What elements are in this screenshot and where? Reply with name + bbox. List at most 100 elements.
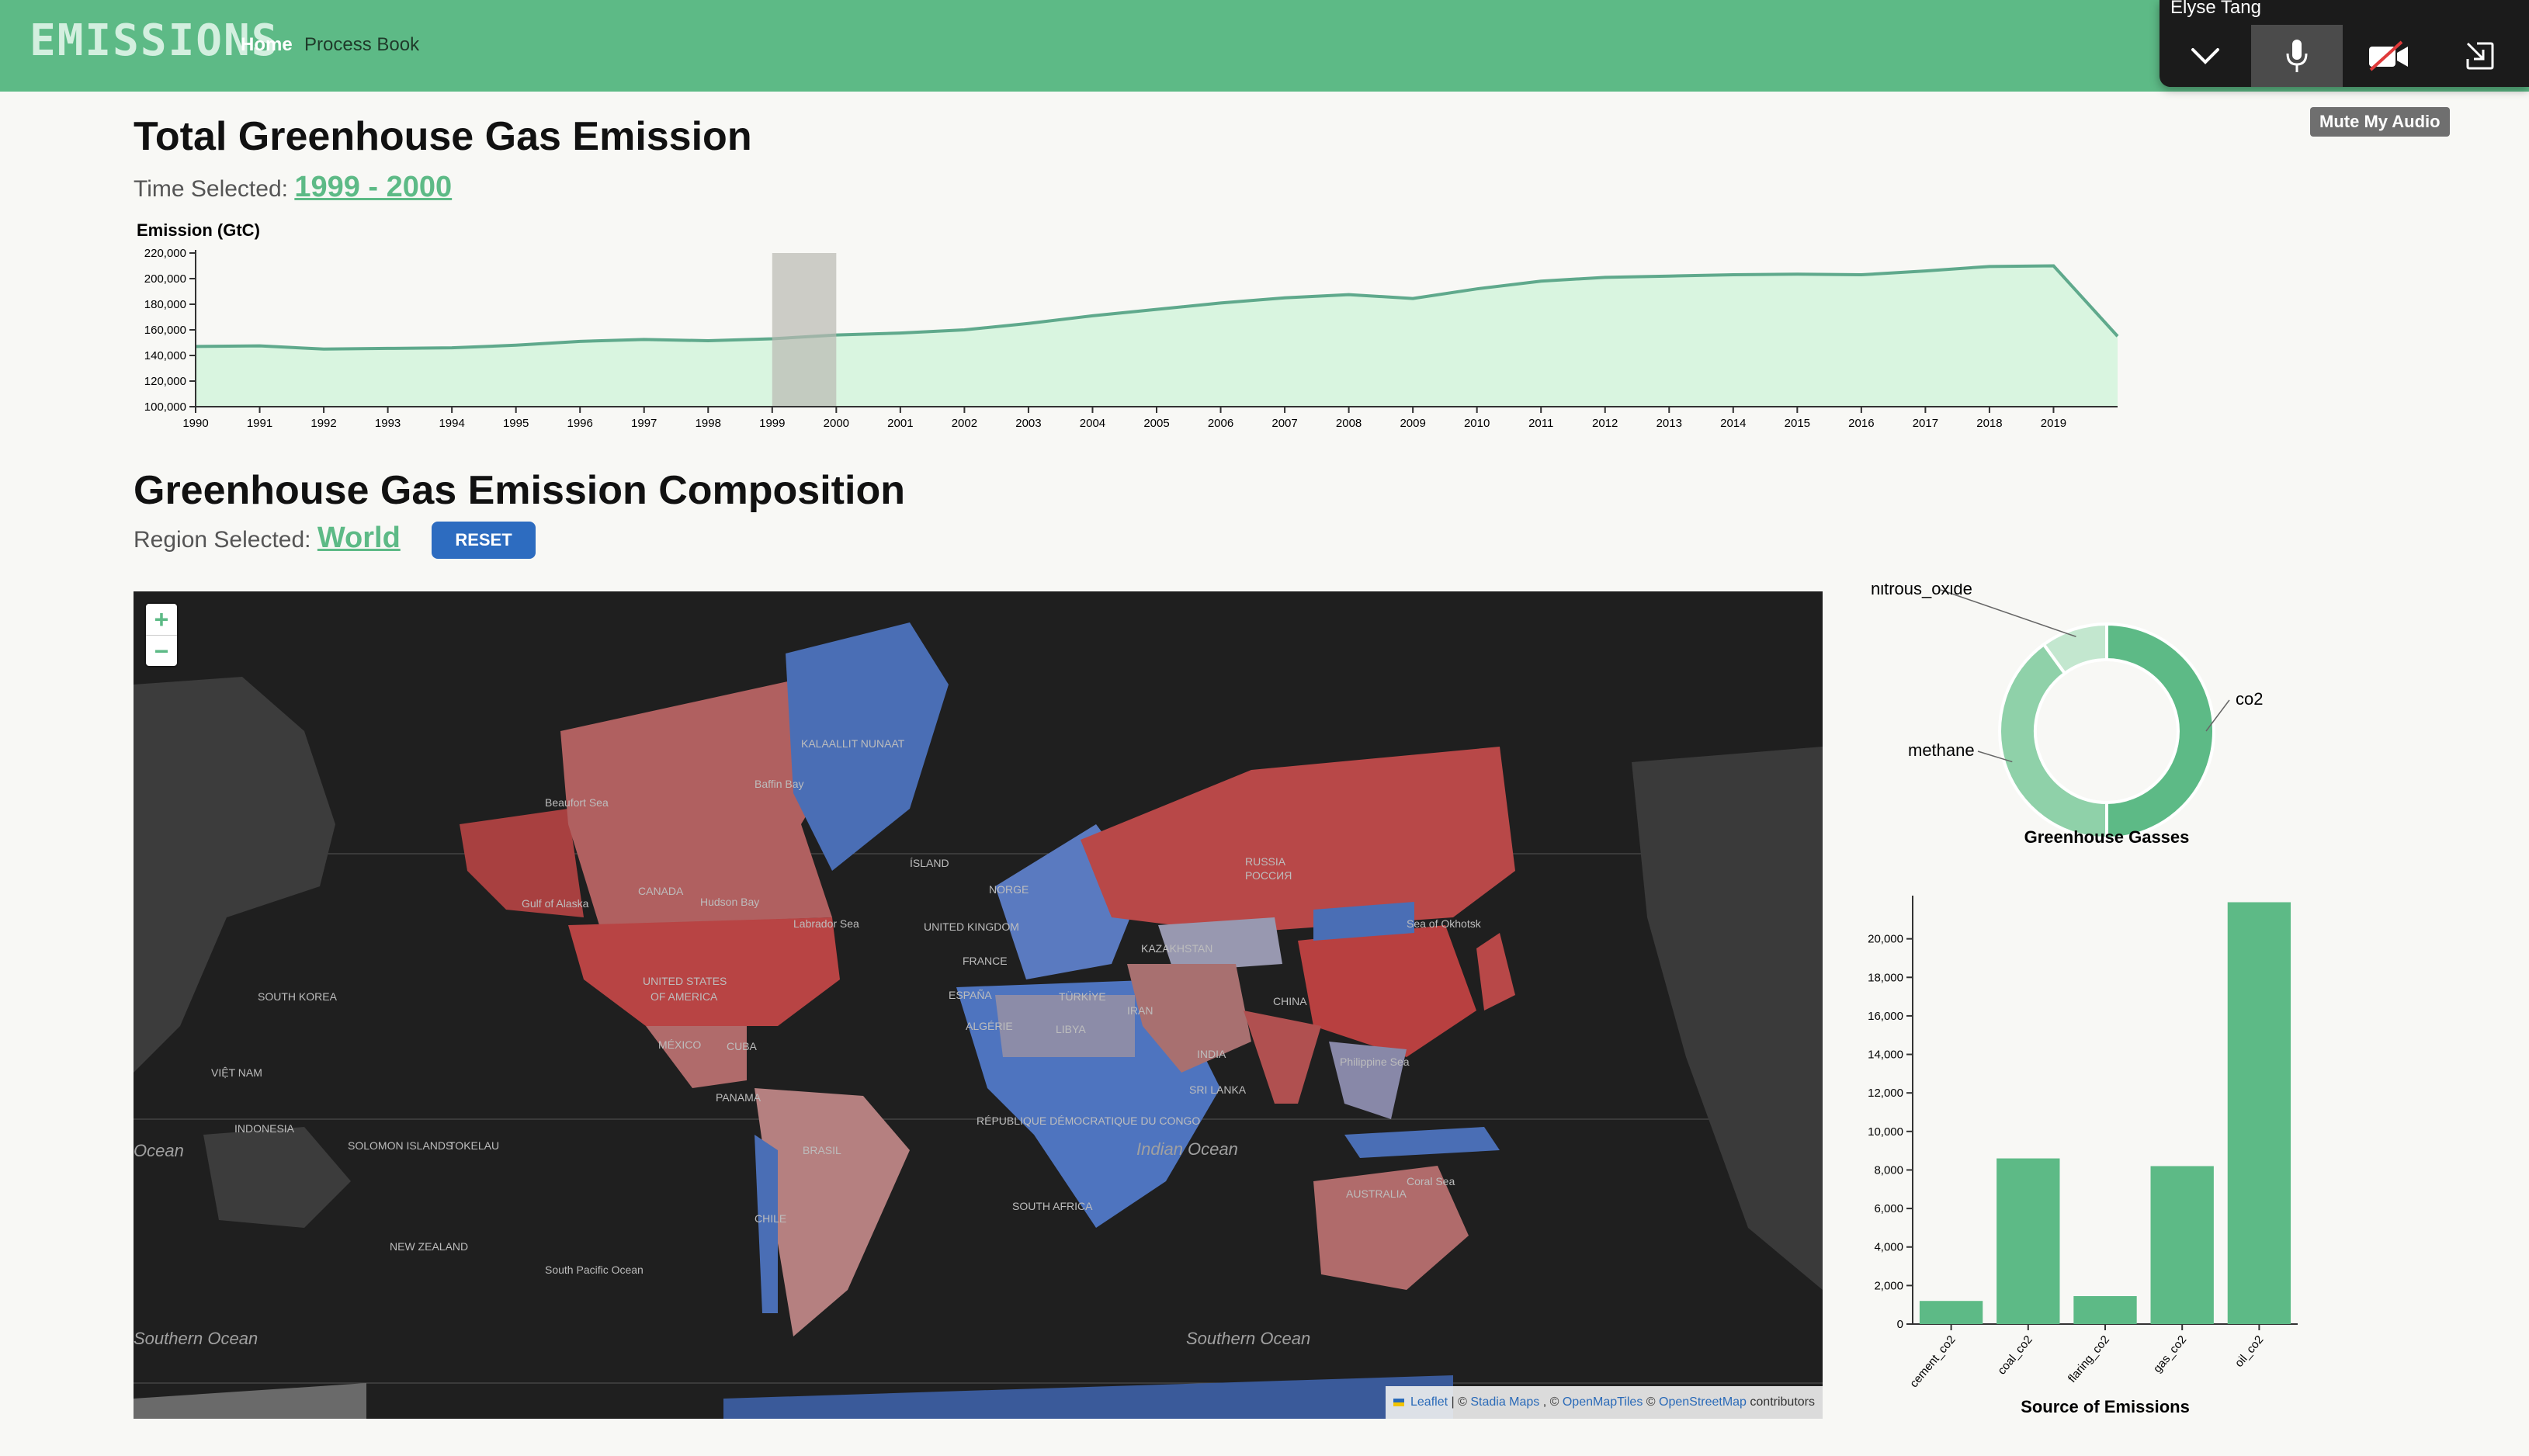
donut-slice-co2[interactable] (2105, 622, 2215, 841)
map-region-americas-right (1632, 747, 1823, 1290)
attribution-tail: contributors (1750, 1395, 1815, 1409)
map-region-canada (560, 677, 848, 925)
zoom-in-button[interactable]: + (146, 604, 177, 636)
map-label: NORGE (989, 883, 1029, 896)
bar-gas_co2[interactable] (2150, 1166, 2214, 1324)
leaflet-link[interactable]: Leaflet (1410, 1395, 1448, 1409)
map-label: РОССИЯ (1245, 869, 1292, 882)
map-label: CHILE (755, 1212, 787, 1225)
ocean-label: Indian Ocean (1136, 1139, 1238, 1159)
time-selected-value[interactable]: 1999 - 2000 (294, 171, 453, 203)
x-tick-label: 1999 (759, 417, 785, 430)
map-label: AUSTRALIA (1346, 1187, 1407, 1200)
bar-y-tick-label: 10,000 (1868, 1125, 1903, 1139)
openstreetmap-link[interactable]: OpenStreetMap (1659, 1395, 1747, 1409)
map-label: UNITED STATES (643, 975, 727, 987)
world-map[interactable]: Indian Ocean Southern Ocean Ocean Southe… (134, 591, 1823, 1419)
x-tick-label: 2015 (1785, 417, 1810, 430)
reset-button[interactable]: RESET (432, 522, 536, 559)
map-label: SOLOMON ISLANDS (348, 1139, 453, 1152)
map-label: ALGÉRIE (966, 1020, 1013, 1032)
map-label: LIBYA (1056, 1023, 1086, 1035)
gas-donut-chart[interactable]: co2 methane nitrous_oxide Greenhouse Gasses (1832, 584, 2391, 863)
region-selected-value[interactable]: World (317, 522, 401, 554)
map-region-chile (755, 1135, 778, 1313)
donut-leader-line (2205, 699, 2230, 732)
map-label: RUSSIA (1245, 855, 1286, 868)
x-tick-label: 2009 (1400, 417, 1425, 430)
map-label: CUBA (727, 1040, 757, 1052)
ocean-label: Southern Ocean (134, 1329, 258, 1348)
attribution-sep: | © (1451, 1395, 1471, 1409)
map-label: INDONESIA (234, 1122, 295, 1135)
time-selected: Time Selected: 1999 - 2000 (134, 171, 452, 204)
x-tick-label: 2012 (1592, 417, 1618, 430)
map-label: Coral Sea (1407, 1175, 1455, 1187)
time-selection-brush[interactable] (772, 253, 837, 407)
map-region-mongolia (1313, 902, 1414, 941)
x-tick-label: 2003 (1015, 417, 1041, 430)
map-label: CANADA (638, 885, 684, 897)
bar-cement_co2[interactable] (1919, 1301, 1983, 1324)
nav-process-book-link[interactable]: Process Book (304, 34, 420, 55)
map-region-north-africa (995, 995, 1135, 1057)
map-label: Sea of Okhotsk (1407, 917, 1481, 930)
y-tick-label: 220,000 (144, 247, 186, 260)
map-zoom-control: + − (146, 604, 177, 666)
x-tick-label: 1996 (567, 417, 593, 430)
bar-oil_co2[interactable] (2227, 902, 2291, 1324)
map-region-australia-left (203, 1127, 351, 1228)
map-label: IRAN (1127, 1004, 1153, 1017)
map-region-indonesia (1344, 1127, 1500, 1158)
map-label: Labrador Sea (793, 917, 859, 930)
microphone-icon[interactable] (2251, 25, 2343, 87)
x-tick-label: 2001 (887, 417, 913, 430)
x-tick-label: 2004 (1080, 417, 1105, 430)
openmaptiles-link[interactable]: OpenMapTiles (1562, 1395, 1643, 1409)
source-bar-chart[interactable]: 0 2,000 4,000 6,000 8,000 10,000 12,000 14,000 1… (1832, 885, 2391, 1428)
donut-slice-nitrous_oxide[interactable] (2042, 622, 2108, 676)
map-region-antarctica (134, 1383, 366, 1419)
map-region-russia (1081, 747, 1515, 933)
x-tick-label: 2006 (1208, 417, 1233, 430)
bar-y-tick-label: 8,000 (1874, 1163, 1903, 1177)
map-shapes (134, 622, 1823, 1419)
region-selected-label: Region Selected: (134, 527, 311, 553)
emission-area-chart[interactable]: Emission (GtC) 100,000 120,000 140,000 160,0… (124, 217, 2142, 435)
nav-home-link[interactable]: Home (241, 34, 293, 55)
map-label: FRANCE (963, 955, 1008, 967)
x-tick-label: 2013 (1657, 417, 1682, 430)
map-region-southeast-asia (1329, 1042, 1407, 1119)
map-attribution: Leaflet | © Stadia Maps , © OpenMapTiles… (1385, 1386, 1823, 1419)
y-tick-label: 200,000 (144, 272, 186, 286)
donut-slice-methane[interactable] (1998, 642, 2108, 841)
bar-y-tick-label: 18,000 (1868, 971, 1903, 984)
bar-y-tick-label: 2,000 (1874, 1279, 1903, 1292)
ocean-label: Ocean (134, 1141, 184, 1160)
y-tick-label: 180,000 (144, 298, 186, 311)
map-label: SRI LANKA (1189, 1083, 1247, 1096)
map-region-japan (1476, 933, 1515, 1011)
map-region-mexico (646, 1026, 747, 1088)
chevron-down-icon[interactable] (2160, 25, 2251, 87)
video-off-icon[interactable] (2343, 25, 2434, 87)
map-region-kazakhstan (1158, 917, 1282, 972)
bar-flaring_co2[interactable] (2073, 1296, 2137, 1324)
x-tick-label: 2014 (1720, 417, 1746, 430)
stadia-maps-link[interactable]: Stadia Maps (1470, 1395, 1540, 1409)
map-label: Baffin Bay (755, 778, 804, 790)
x-tick-label: 2002 (952, 417, 977, 430)
x-tick-label: 1994 (439, 417, 464, 430)
exit-icon[interactable] (2434, 25, 2526, 87)
y-tick-label: 160,000 (144, 324, 186, 337)
x-tick-label: 2011 (1528, 417, 1553, 430)
map-region-middle-east (1127, 964, 1251, 1073)
zoom-out-button[interactable]: − (154, 637, 169, 665)
brand-logo[interactable]: EMISSIONS (29, 16, 279, 66)
map-label: PANAMA (716, 1091, 761, 1104)
x-tick-label: 2000 (824, 417, 849, 430)
map-label: TÜRKİYE (1059, 990, 1106, 1003)
x-tick-label: 1995 (503, 417, 529, 430)
bar-coal_co2[interactable] (1996, 1158, 2060, 1324)
map-label: KALAALLIT NUNAAT (801, 737, 905, 750)
